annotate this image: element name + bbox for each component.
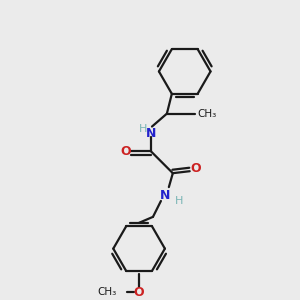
Text: CH₃: CH₃ <box>198 109 217 118</box>
Text: CH₃: CH₃ <box>97 287 116 297</box>
Text: H: H <box>175 196 183 206</box>
Text: N: N <box>160 188 170 202</box>
Text: H: H <box>139 124 147 134</box>
Text: N: N <box>146 127 156 140</box>
Text: O: O <box>134 286 144 299</box>
Text: O: O <box>120 145 130 158</box>
Text: O: O <box>190 162 201 175</box>
